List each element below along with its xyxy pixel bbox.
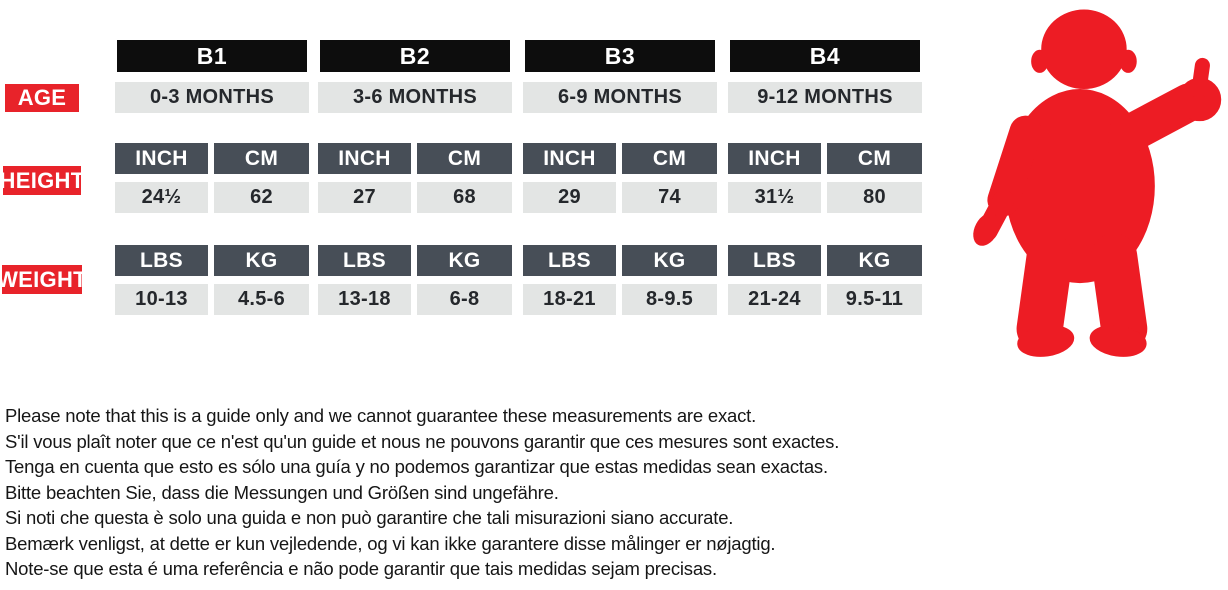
inch-unit-header: INCH (318, 143, 411, 174)
size-column-b4: B4 9-12 MONTHS INCH CM 31½ 80 LBS KG 21-… (728, 0, 922, 360)
weight-row-label: WEIGHT (0, 265, 87, 294)
lbs-unit-header: LBS (115, 245, 208, 276)
size-column-b3: B3 6-9 MONTHS INCH CM 29 74 LBS KG 18-21… (523, 0, 717, 360)
height-inch-value: 27 (318, 182, 411, 213)
weight-lbs-value: 13-18 (318, 284, 411, 315)
height-inch-value: 24½ (115, 182, 208, 213)
size-code-header: B4 (730, 40, 920, 72)
kg-unit-header: KG (827, 245, 922, 276)
size-code-header: B3 (525, 40, 715, 72)
weight-kg-value: 9.5-11 (827, 284, 922, 315)
height-cm-value: 74 (622, 182, 717, 213)
weight-lbs-value: 21-24 (728, 284, 821, 315)
disclaimer-notes: Please note that this is a guide only an… (5, 403, 839, 582)
lbs-unit-header: LBS (523, 245, 616, 276)
size-column-b1: B1 0-3 MONTHS INCH CM 24½ 62 LBS KG 10-1… (115, 0, 309, 360)
cm-unit-header: CM (417, 143, 512, 174)
note-line-it: Si noti che questa è solo una guida e no… (5, 507, 734, 528)
age-value: 3-6 MONTHS (318, 82, 512, 113)
note-line-en: Please note that this is a guide only an… (5, 405, 757, 426)
age-row-label: AGE (5, 84, 79, 112)
kg-unit-header: KG (214, 245, 309, 276)
size-code-header: B2 (320, 40, 510, 72)
height-row-label: HEIGHT (0, 166, 84, 195)
baby-thumbs-up-icon (963, 3, 1225, 357)
height-cm-value: 80 (827, 182, 922, 213)
lbs-unit-header: LBS (728, 245, 821, 276)
inch-unit-header: INCH (523, 143, 616, 174)
height-cm-value: 62 (214, 182, 309, 213)
age-value: 0-3 MONTHS (115, 82, 309, 113)
note-line-fr: S'il vous plaît noter que ce n'est qu'un… (5, 430, 840, 452)
kg-unit-header: KG (417, 245, 512, 276)
age-value: 6-9 MONTHS (523, 82, 717, 113)
size-column-b2: B2 3-6 MONTHS INCH CM 27 68 LBS KG 13-18… (318, 0, 512, 360)
cm-unit-header: CM (622, 143, 717, 174)
note-line-da: Bemærk venligst, at dette er kun vejlede… (5, 532, 776, 554)
cm-unit-header: CM (827, 143, 922, 174)
cm-unit-header: CM (214, 143, 309, 174)
weight-kg-value: 4.5-6 (214, 284, 309, 315)
weight-kg-value: 6-8 (417, 284, 512, 315)
note-line-pt: Note-se que esta é uma referência e não … (5, 558, 717, 579)
height-inch-value: 29 (523, 182, 616, 213)
note-line-de: Bitte beachten Sie, dass die Messungen u… (5, 481, 559, 503)
inch-unit-header: INCH (728, 143, 821, 174)
height-inch-value: 31½ (728, 182, 821, 213)
lbs-unit-header: LBS (318, 245, 411, 276)
kg-unit-header: KG (622, 245, 717, 276)
inch-unit-header: INCH (115, 143, 208, 174)
note-line-es: Tenga en cuenta que esto es sólo una guí… (5, 456, 828, 477)
height-cm-value: 68 (417, 182, 512, 213)
weight-lbs-value: 10-13 (115, 284, 208, 315)
weight-kg-value: 8-9.5 (622, 284, 717, 315)
weight-lbs-value: 18-21 (523, 284, 616, 315)
age-value: 9-12 MONTHS (728, 82, 922, 113)
size-code-header: B1 (117, 40, 307, 72)
